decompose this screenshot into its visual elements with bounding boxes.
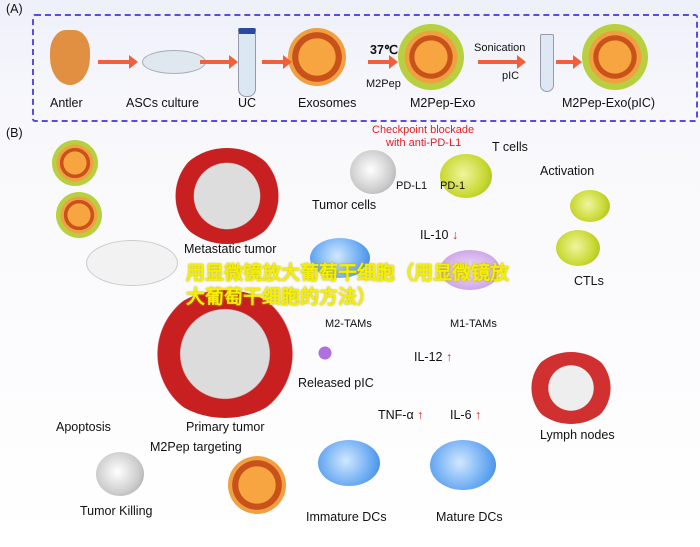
il6-text: IL-6 (450, 408, 472, 422)
deer-icon (50, 30, 90, 85)
sonication-tube-icon (540, 34, 554, 92)
il6-label: IL-6 ↑ (450, 408, 481, 422)
pd1-label: PD-1 (440, 180, 466, 192)
tumor-killing-label: Tumor Killing (80, 504, 153, 518)
watermark-text: 用显微镜放大葡萄干细胞（用显微镜放大葡萄干细胞的方法） (186, 263, 510, 308)
m1-tams-label: M1-TAMs (450, 318, 497, 330)
exosome-icon (288, 28, 346, 86)
primary-tumor-icon (150, 290, 300, 418)
tumor-cells-label: Tumor cells (312, 198, 377, 212)
pic-label: pIC (502, 70, 520, 82)
t-cell-icon (440, 154, 492, 198)
mature-dc-icon (430, 440, 496, 490)
m2pep-targeting-label: M2Pep targeting (150, 440, 242, 454)
m2-tams-label: M2-TAMs (325, 318, 372, 330)
lymph-nodes-label: Lymph nodes (540, 428, 615, 442)
arrow-icon (262, 55, 292, 69)
step-label: ASCs culture (126, 96, 199, 110)
ctl-icon (556, 230, 600, 266)
petri-dish-icon (142, 50, 206, 74)
m2pep-exo-icon (398, 24, 464, 90)
tnf-label: TNF-α ↑ (378, 408, 423, 422)
up-arrow-icon: ↑ (445, 350, 453, 364)
il12-label: IL-12 ↑ (414, 350, 452, 364)
apoptosis-label: Apoptosis (56, 420, 111, 434)
ctls-label: CTLs (574, 274, 604, 288)
released-pic-label: Released pIC (298, 376, 374, 390)
step-label: M2Pep-Exo (410, 96, 476, 110)
mouse-icon (86, 240, 178, 286)
m2pep-label: M2Pep (366, 78, 401, 90)
arrow-icon (556, 55, 582, 69)
tnf-text: TNF-α (378, 408, 414, 422)
exosome-icon (56, 192, 102, 238)
down-arrow-icon: ↓ (451, 228, 459, 242)
panel-b-label: (B) (6, 126, 23, 140)
pdl1-label: PD-L1 (396, 180, 428, 192)
pic-particles-icon (310, 338, 340, 368)
immature-dcs-label: Immature DCs (306, 510, 387, 524)
checkpoint-label: Checkpoint blockade (372, 124, 475, 136)
metastatic-tumor-label: Metastatic tumor (184, 242, 277, 256)
m2pep-exo-pic-icon (582, 24, 648, 90)
arrow-icon (98, 55, 138, 69)
sonication-label: Sonication (474, 42, 526, 54)
m1-macrophage-icon (440, 250, 500, 290)
lymph-node-icon (528, 352, 614, 424)
m2-macrophage-icon (310, 238, 370, 278)
arrow-icon (200, 55, 238, 69)
exosome-icon (228, 456, 286, 514)
panel-a-label: (A) (6, 2, 23, 16)
step-label: Exosomes (298, 96, 357, 110)
il12-text: IL-12 (414, 350, 443, 364)
immature-dc-icon (318, 440, 380, 486)
arrow-icon (478, 55, 526, 69)
step-label: UC (238, 96, 257, 110)
temperature-label: 37℃ (370, 43, 398, 57)
tumor-cell-icon (350, 150, 396, 194)
t-cells-label: T cells (492, 140, 528, 154)
panel-a-frame (32, 14, 698, 122)
arrow-icon (368, 55, 398, 69)
ctl-icon (570, 190, 610, 222)
tube-icon (238, 28, 256, 97)
metastatic-tumor-icon (172, 148, 282, 244)
primary-tumor-label: Primary tumor (186, 420, 265, 434)
step-label: M2Pep-Exo(pIC) (562, 96, 656, 110)
mature-dcs-label: Mature DCs (436, 510, 503, 524)
il10-label: IL-10 ↓ (420, 228, 458, 242)
checkpoint-label-2: with anti-PD-L1 (386, 137, 462, 149)
il10-text: IL-10 (420, 228, 449, 242)
up-arrow-icon: ↑ (475, 408, 482, 422)
activation-label: Activation (540, 164, 595, 178)
exosome-icon (52, 140, 98, 186)
up-arrow-icon: ↑ (417, 408, 424, 422)
step-label: Antler (50, 96, 83, 110)
dead-tumor-cell-icon (96, 452, 144, 496)
